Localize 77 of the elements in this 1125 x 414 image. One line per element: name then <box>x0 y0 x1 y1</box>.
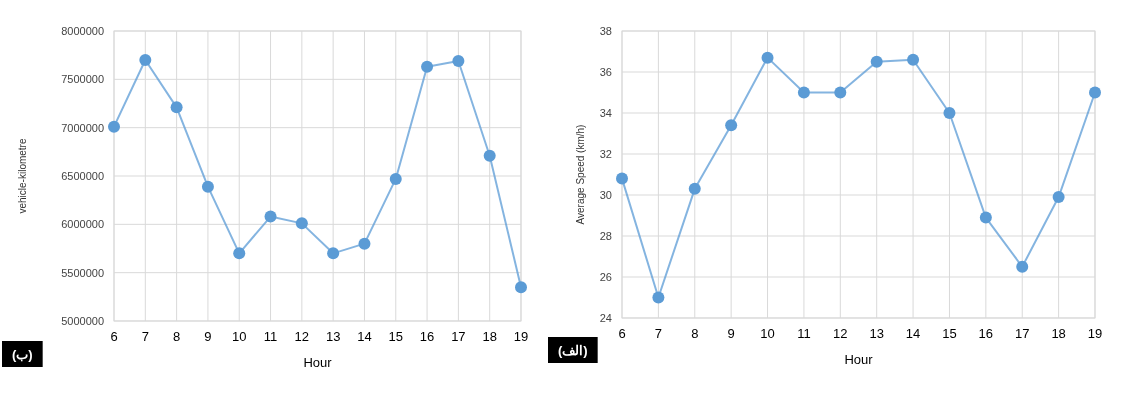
point <box>327 247 340 260</box>
point <box>1016 260 1029 273</box>
x-tick-label: 8 <box>691 326 699 341</box>
x-tick-label: 7 <box>141 329 149 344</box>
x-tick-label: 9 <box>204 329 212 344</box>
point <box>797 86 810 99</box>
point <box>233 247 246 260</box>
x-tick-label: 10 <box>760 326 775 341</box>
point <box>170 101 183 114</box>
point <box>907 53 920 66</box>
x-tick-label: 19 <box>1087 326 1103 341</box>
y-tick-label: 6500000 <box>61 170 104 182</box>
y-tick-label: 28 <box>599 230 612 242</box>
y-tick-label: 7000000 <box>61 121 104 134</box>
y-tick-label: 32 <box>599 148 612 160</box>
point <box>1052 191 1065 204</box>
x-tick-label: 16 <box>978 326 994 341</box>
point <box>389 172 402 185</box>
point <box>264 210 277 223</box>
y-tick-label: 5000000 <box>61 315 104 327</box>
point <box>725 119 738 132</box>
x-tick-label: 18 <box>1051 326 1066 341</box>
point <box>108 120 120 133</box>
point <box>1089 86 1101 99</box>
y-tick-label: 24 <box>599 312 612 324</box>
y-tick-label: 8000000 <box>61 25 104 37</box>
point <box>515 281 527 294</box>
x-tick-label: 15 <box>942 326 957 341</box>
y-tick-label: 36 <box>599 66 612 78</box>
x-tick-label: 7 <box>654 326 662 341</box>
x-tick-label: 18 <box>482 329 497 344</box>
x-axis-title: Hour <box>844 352 874 367</box>
point <box>979 211 992 224</box>
y-tick-label: 5500000 <box>61 266 104 279</box>
y-tick-label: 6000000 <box>61 218 104 231</box>
x-tick-label: 17 <box>451 329 466 344</box>
point <box>483 149 496 162</box>
y-axis-title: Average Speed (km/h) <box>575 124 586 225</box>
point <box>834 86 847 99</box>
x-tick-label: 6 <box>618 326 626 341</box>
point <box>943 107 956 119</box>
x-tick-label: 6 <box>110 329 118 344</box>
x-tick-label: 14 <box>905 326 921 341</box>
y-tick-label: 34 <box>599 107 612 119</box>
text: (الف) <box>558 343 588 358</box>
x-tick-label: 12 <box>294 329 310 344</box>
x-axis-title: Hour <box>303 355 333 370</box>
y-tick-label: 26 <box>599 271 612 283</box>
y-tick-label: 30 <box>599 189 612 201</box>
point <box>688 182 701 195</box>
x-tick-label: 14 <box>357 329 372 344</box>
point <box>452 54 465 67</box>
x-tick-label: 10 <box>232 329 247 344</box>
point <box>421 60 434 73</box>
text: (ب) <box>12 347 33 362</box>
point <box>761 51 774 64</box>
point <box>652 291 665 304</box>
y-tick-label: 7500000 <box>61 73 104 86</box>
x-tick-label: 17 <box>1015 326 1030 341</box>
point <box>295 217 308 230</box>
y-tick-label: 38 <box>599 25 612 37</box>
x-tick-label: 15 <box>388 329 403 344</box>
x-tick-label: 13 <box>869 326 884 341</box>
x-tick-label: 12 <box>833 326 848 341</box>
point <box>870 55 883 68</box>
point <box>139 54 152 66</box>
x-tick-label: 19 <box>513 329 529 344</box>
x-tick-label: 13 <box>325 329 341 344</box>
y-axis-title: vehicle-kilometre <box>17 138 28 214</box>
x-tick-label: 11 <box>263 329 278 344</box>
x-tick-label: 16 <box>419 329 435 344</box>
x-tick-label: 9 <box>727 326 735 341</box>
point <box>616 172 628 185</box>
point <box>201 180 214 193</box>
x-tick-label: 11 <box>797 326 811 341</box>
x-tick-label: 8 <box>173 329 181 344</box>
point <box>358 237 371 250</box>
